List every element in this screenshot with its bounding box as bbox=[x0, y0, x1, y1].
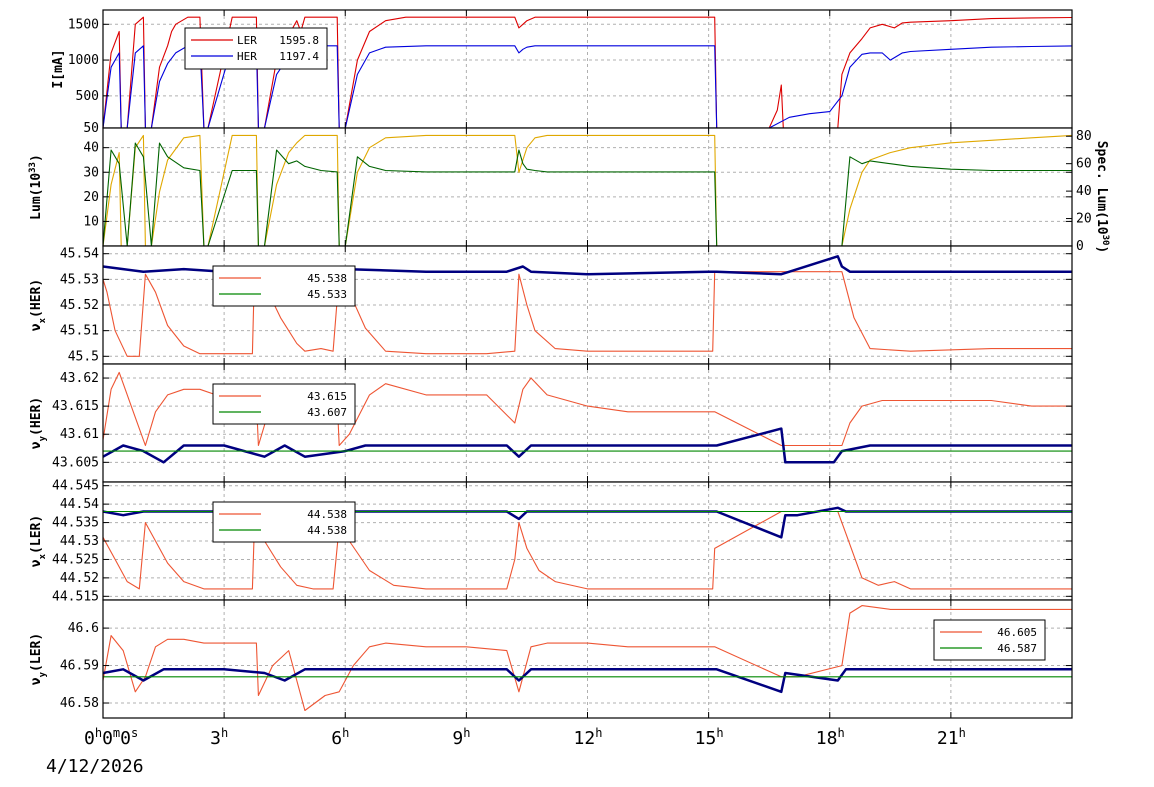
legend: 46.605 46.587 bbox=[933, 619, 1046, 661]
legend: 44.538 44.538 bbox=[212, 501, 356, 543]
y-tick-label: 45.54 bbox=[60, 247, 99, 262]
x-tick-label: 15h bbox=[695, 726, 724, 749]
x-tick-label: 12h bbox=[574, 726, 603, 749]
y-tick-label: 44.53 bbox=[60, 534, 99, 549]
y-axis-label: νx(LER) bbox=[29, 515, 48, 567]
panel-nux-her: 45.545.5145.5245.5345.54νx(HER)45.53845.… bbox=[29, 245, 1073, 365]
legend-value: 46.587 bbox=[997, 642, 1037, 655]
x-tick-label: 0h0m0s bbox=[84, 726, 138, 749]
series-line-set bbox=[102, 371, 1072, 447]
panel-current: 50 500 1000 1500 I[mA] LER 1595.8 HER 1197.4 bbox=[51, 9, 1073, 136]
y-axis-label: νy(LER) bbox=[29, 633, 48, 685]
legend-value: 44.538 bbox=[307, 524, 347, 537]
y-tick-label: 1500 bbox=[68, 17, 99, 32]
y-tick-label: 45.53 bbox=[60, 272, 99, 287]
y-tick-label: 500 bbox=[76, 89, 99, 104]
y2-tick-label: 20 bbox=[1076, 212, 1092, 227]
y2-tick-label: 0 bbox=[1076, 239, 1084, 254]
legend-label: HER bbox=[237, 50, 257, 63]
series-line-spec-lum bbox=[102, 142, 1072, 247]
y-tick-label: 40 bbox=[83, 141, 99, 156]
legend-box bbox=[933, 619, 1046, 661]
legend-value: 43.615 bbox=[307, 390, 347, 403]
y-tick-label: 30 bbox=[83, 165, 99, 180]
plot-background bbox=[103, 600, 1072, 718]
y2-tick-label: 80 bbox=[1076, 129, 1092, 144]
y-tick-label: 46.58 bbox=[60, 696, 99, 711]
y2-tick-label: 60 bbox=[1076, 157, 1092, 172]
y-tick-label: 43.61 bbox=[60, 427, 99, 442]
y-axis-label: νx(HER) bbox=[29, 279, 48, 331]
series-line-meas bbox=[102, 255, 1072, 276]
legend-label: LER bbox=[237, 34, 257, 47]
y-tick-label: 46.59 bbox=[60, 659, 99, 674]
y-tick-label: 44.515 bbox=[52, 589, 99, 604]
legend-value: 1595.8 bbox=[279, 34, 319, 47]
x-tick-label: 21h bbox=[937, 726, 966, 749]
series-line-meas bbox=[102, 668, 1072, 694]
legend-box bbox=[184, 27, 328, 70]
y-axis-label: νy(HER) bbox=[29, 397, 48, 449]
x-tick-label: 18h bbox=[816, 726, 845, 749]
y-tick-label: 45.5 bbox=[68, 349, 99, 364]
y-tick-label: 43.615 bbox=[52, 399, 99, 414]
panel-nuy-her: 43.605 43.61 43.615 43.62 νy(HER) 43.615 43.60… bbox=[29, 363, 1073, 483]
y-tick-label: 44.525 bbox=[52, 552, 99, 567]
y-tick-label: 44.545 bbox=[52, 479, 99, 494]
legend-value: 44.538 bbox=[307, 508, 347, 521]
legend: LER 1595.8 HER 1197.4 bbox=[184, 27, 328, 70]
legend-box bbox=[212, 501, 356, 543]
y2-tick-label: 40 bbox=[1076, 184, 1092, 199]
y-axis-label: I[mA] bbox=[51, 49, 66, 88]
legend-value: 45.533 bbox=[307, 288, 347, 301]
legend: 45.538 45.533 bbox=[212, 265, 356, 307]
legend: 43.615 43.607 bbox=[212, 383, 356, 425]
plot-frame bbox=[102, 599, 1073, 719]
y-axis-label: Lum(1033) bbox=[28, 154, 44, 220]
series-line-set bbox=[102, 510, 1072, 590]
legend-value: 43.607 bbox=[307, 406, 347, 419]
panel-nuy-ler: 46.58 46.59 46.6 νy(LER) 46.605 46.587 bbox=[29, 599, 1073, 719]
date-label: 4/12/2026 bbox=[46, 756, 144, 777]
x-tick-label: 3h bbox=[210, 726, 228, 749]
series-line-ler bbox=[102, 16, 1073, 129]
panel-nux-ler: 44.515 44.52 44.525 44.53 44.535 44.54 44.545 ν… bbox=[29, 479, 1073, 604]
y-tick-label: 45.52 bbox=[60, 298, 99, 313]
y-tick-label: 50 bbox=[83, 121, 99, 136]
y-tick-label: 43.62 bbox=[60, 371, 99, 386]
legend-value: 45.538 bbox=[307, 272, 347, 285]
x-axis: 0h0m0s 3h 6h 9h 12h 15h 18h 21h 4/12/2026 bbox=[46, 726, 966, 777]
series-line-her bbox=[102, 45, 1073, 129]
x-tick-label: 6h bbox=[331, 726, 349, 749]
y-tick-label: 46.6 bbox=[68, 621, 99, 636]
series-line-meas bbox=[102, 427, 1072, 464]
legend-value: 1197.4 bbox=[279, 50, 319, 63]
y2-axis-label: Spec. Lum(1030) bbox=[1094, 141, 1110, 254]
y-tick-label: 10 bbox=[83, 214, 99, 229]
y-tick-label: 44.54 bbox=[60, 497, 99, 512]
legend-box bbox=[212, 265, 356, 307]
x-tick-label: 9h bbox=[452, 726, 470, 749]
y-tick-label: 44.52 bbox=[60, 571, 99, 586]
y-tick-label: 20 bbox=[83, 190, 99, 205]
series-line-set bbox=[102, 605, 1072, 712]
y-tick-label: 44.535 bbox=[52, 516, 99, 531]
y-tick-label: 43.605 bbox=[52, 455, 99, 470]
y-tick-label: 1000 bbox=[68, 53, 99, 68]
legend-value: 46.605 bbox=[997, 626, 1037, 639]
legend-box bbox=[212, 383, 356, 425]
y-tick-label: 45.51 bbox=[60, 324, 99, 339]
